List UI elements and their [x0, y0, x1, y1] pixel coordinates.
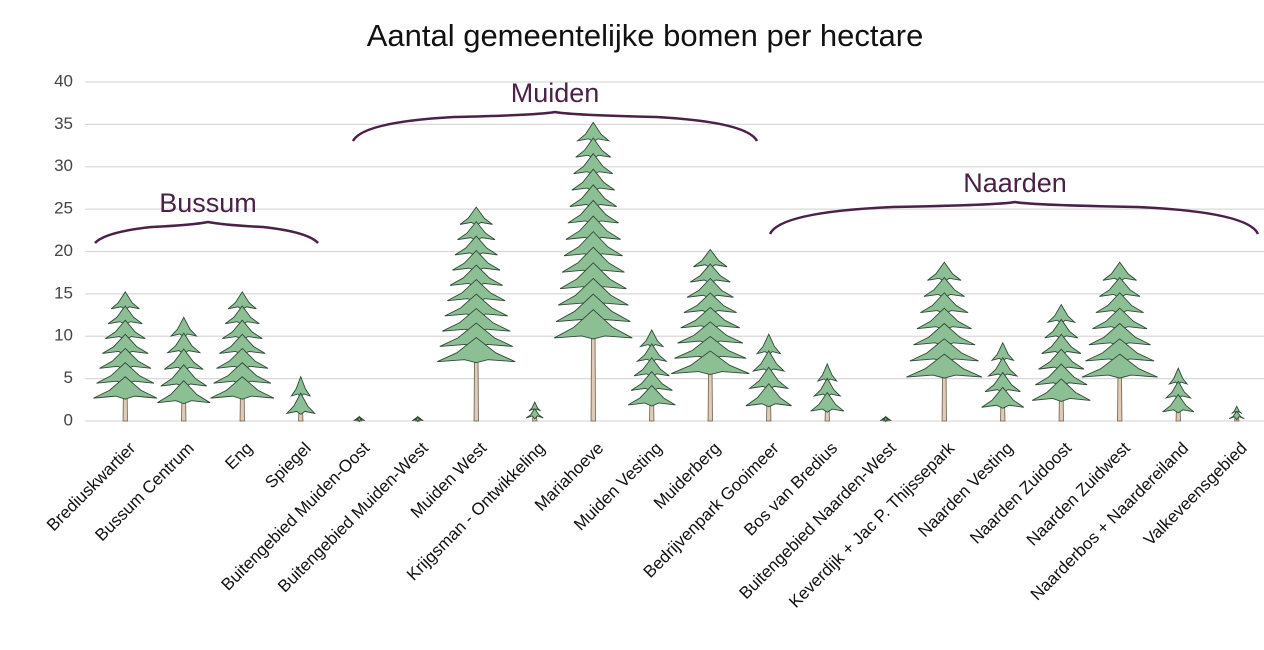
tree-foliage	[437, 336, 516, 364]
y-tick-label: 15	[54, 283, 73, 302]
y-tick-label: 35	[54, 114, 73, 133]
tree	[157, 316, 211, 422]
x-tick-label: Naarden Zuidwest	[1023, 438, 1134, 549]
tree-foliage	[525, 407, 544, 420]
tree-foliage	[1228, 410, 1245, 421]
tree	[906, 261, 983, 422]
x-tick-label: Valkeveensgebied	[1140, 439, 1251, 550]
tree	[1162, 367, 1195, 422]
tree-foliage	[157, 380, 211, 405]
group-brace	[351, 110, 759, 142]
y-tick-label: 0	[64, 410, 73, 429]
tree-foliage	[1162, 393, 1195, 414]
tree	[981, 341, 1025, 422]
tree-foliage	[1032, 378, 1091, 402]
tree-foliage	[810, 391, 845, 413]
tree	[1081, 261, 1158, 422]
y-tick-label: 40	[54, 71, 73, 90]
group-label: Muiden	[511, 78, 600, 108]
x-tick-label: Eng	[221, 439, 256, 474]
x-tick-label: Spiegel	[261, 439, 315, 493]
group-brace	[94, 220, 319, 244]
y-tick-label: 25	[54, 199, 73, 218]
tree-foliage	[412, 416, 424, 423]
tree	[671, 248, 750, 422]
tree	[437, 206, 516, 422]
y-tick-label: 30	[54, 156, 73, 175]
x-tick-label: Naarden Zuidoost	[966, 438, 1075, 547]
tree-foliage	[210, 376, 275, 400]
tree	[412, 415, 424, 423]
tree-foliage	[93, 376, 158, 400]
group-label: Bussum	[159, 188, 257, 218]
tree	[1228, 405, 1245, 422]
tree-foliage	[554, 309, 633, 340]
tree	[745, 333, 792, 422]
group-label: Naarden	[963, 168, 1067, 198]
tree	[554, 121, 633, 422]
tree-foliage	[627, 384, 676, 407]
tree	[285, 375, 316, 422]
tree	[810, 362, 845, 422]
tree	[353, 415, 365, 423]
tree	[93, 291, 158, 422]
tree-foliage	[671, 350, 750, 376]
tree-foliage	[906, 353, 983, 379]
tree-foliage	[745, 383, 792, 408]
tree	[880, 415, 892, 423]
y-tick-label: 5	[64, 368, 73, 387]
x-tick-label: Bussum Centrum	[91, 439, 197, 545]
tree	[627, 329, 676, 422]
group-brace	[768, 200, 1260, 235]
chart-title: Aantal gemeentelijke bomen per hectare	[367, 18, 924, 53]
tree-foliage	[880, 416, 892, 423]
y-tick-label: 20	[54, 241, 73, 260]
tree-foliage	[1081, 353, 1158, 379]
tree-foliage	[981, 386, 1025, 409]
tree	[210, 291, 275, 422]
tree-foliage	[285, 392, 316, 415]
tree-foliage	[353, 416, 365, 423]
tree	[1032, 303, 1091, 422]
y-tick-label: 10	[54, 326, 73, 345]
tree	[525, 400, 544, 422]
